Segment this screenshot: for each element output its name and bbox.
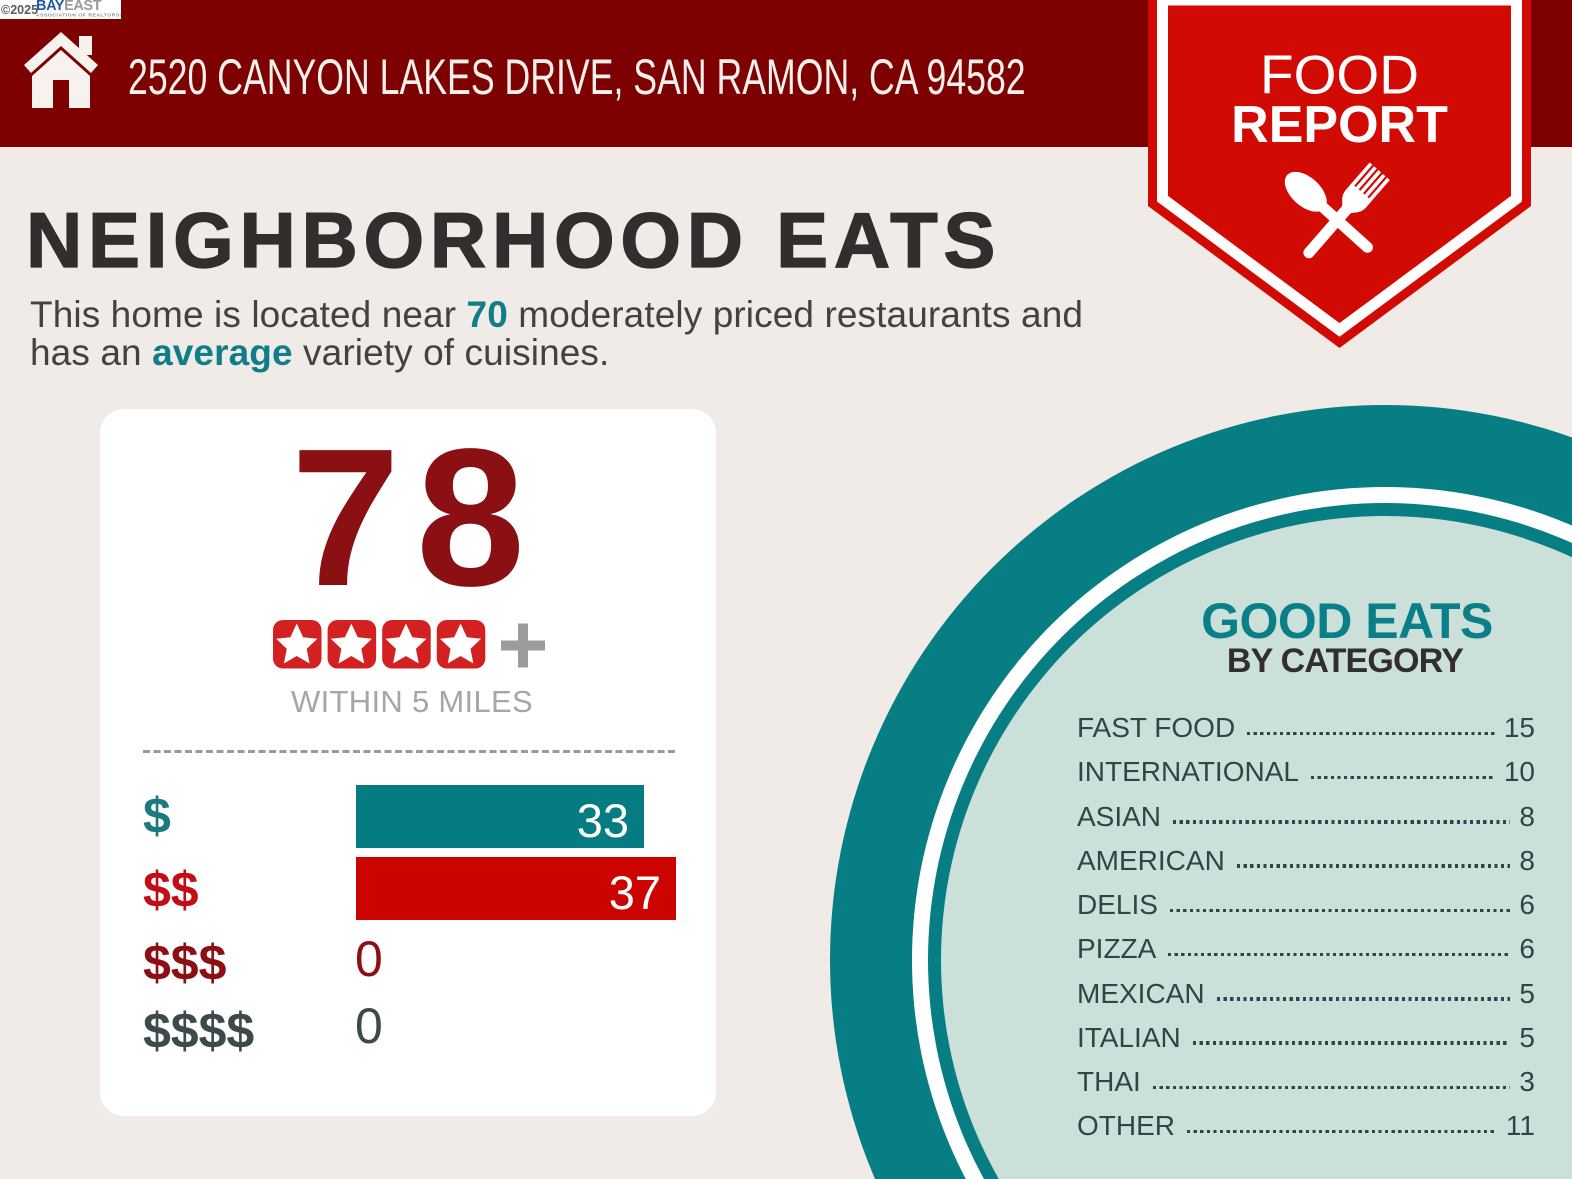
svg-text:FOOD: FOOD	[1260, 44, 1419, 106]
svg-text:REPORT: REPORT	[1231, 96, 1448, 154]
